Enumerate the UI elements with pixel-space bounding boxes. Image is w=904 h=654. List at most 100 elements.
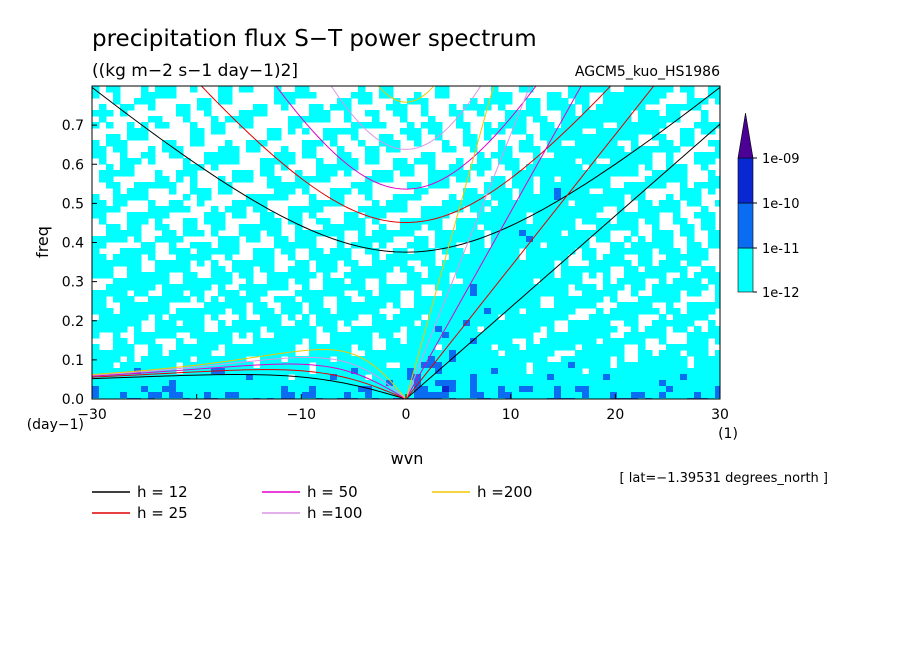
heatmap-cell [330, 386, 338, 393]
heatmap-cell [414, 356, 422, 363]
heatmap-cell [120, 350, 128, 357]
heatmap-cell [218, 98, 226, 105]
heatmap-cell [176, 290, 184, 297]
heatmap-cell [330, 380, 338, 387]
heatmap-cell [414, 128, 422, 135]
heatmap-cell [113, 326, 121, 333]
heatmap-cell [442, 326, 450, 333]
heatmap-cell [162, 212, 170, 219]
heatmap-cell [659, 92, 667, 99]
heatmap-cell [456, 272, 464, 279]
heatmap-cell [470, 392, 478, 399]
heatmap-cell [519, 278, 527, 285]
heatmap-cell [225, 356, 233, 363]
heatmap-cell [169, 320, 177, 327]
heatmap-cell [239, 380, 247, 387]
heatmap-cell [344, 104, 352, 111]
heatmap-cell [652, 356, 660, 363]
heatmap-cell [659, 236, 667, 243]
heatmap-cell [624, 92, 632, 99]
heatmap-cell [554, 308, 562, 315]
heatmap-cell [568, 86, 576, 93]
heatmap-cell [547, 320, 555, 327]
heatmap-cell [281, 272, 289, 279]
heatmap-cell [498, 278, 506, 285]
heatmap-cell [253, 350, 261, 357]
heatmap-cell [330, 260, 338, 267]
heatmap-cell [645, 326, 653, 333]
heatmap-cell [127, 224, 135, 231]
heatmap-cell [687, 374, 695, 381]
heatmap-cell [512, 218, 520, 225]
heatmap-cell [358, 380, 366, 387]
heatmap-cell [449, 146, 457, 153]
heatmap-cell [526, 302, 534, 309]
heatmap-cell [323, 272, 331, 279]
heatmap-cell [330, 278, 338, 285]
heatmap-cell [680, 272, 688, 279]
heatmap-cell [323, 356, 331, 363]
heatmap-cell [365, 236, 373, 243]
heatmap-cell [638, 302, 646, 309]
heatmap-cell [491, 320, 499, 327]
heatmap-cell [624, 122, 632, 129]
rossby-curve [92, 374, 407, 399]
gravity-curve [92, 86, 720, 253]
heatmap-cell [477, 368, 485, 375]
heatmap-cell [134, 134, 142, 141]
heatmap-cell [407, 266, 415, 273]
heatmap-cell [680, 266, 688, 273]
heatmap-cell [253, 200, 261, 207]
heatmap-cell [561, 284, 569, 291]
heatmap-cell [666, 254, 674, 261]
heatmap-cell [386, 284, 394, 291]
heatmap-cell [715, 362, 720, 369]
heatmap-cell [148, 392, 156, 399]
heatmap-cell [337, 248, 345, 255]
heatmap-cell [638, 152, 646, 159]
heatmap-cell [533, 350, 541, 357]
heatmap-cell [92, 326, 100, 333]
heatmap-cell [512, 242, 520, 249]
heatmap-cell [302, 296, 310, 303]
heatmap-cell [274, 152, 282, 159]
heatmap-cell [267, 266, 275, 273]
heatmap-cell [400, 386, 408, 393]
heatmap-cell [603, 392, 611, 399]
heatmap-cell [498, 158, 506, 165]
heatmap-cell [631, 194, 639, 201]
heatmap-cell [246, 260, 254, 267]
heatmap-cell [211, 386, 219, 393]
heatmap-cell [428, 152, 436, 159]
heatmap-cell [414, 236, 422, 243]
heatmap-cell [267, 374, 275, 381]
heatmap-cell [351, 278, 359, 285]
heatmap-cell [442, 92, 450, 99]
heatmap-cell [379, 236, 387, 243]
heatmap-cell [323, 320, 331, 327]
heatmap-cell [512, 362, 520, 369]
heatmap-cell [386, 320, 394, 327]
heatmap-cell [414, 344, 422, 351]
heatmap-cell [631, 338, 639, 345]
heatmap-cell [197, 104, 205, 111]
heatmap-cell [218, 380, 226, 387]
heatmap-cell [295, 302, 303, 309]
heatmap-cell [176, 386, 184, 393]
heatmap-cell [484, 380, 492, 387]
heatmap-cell [470, 380, 478, 387]
heatmap-cell [708, 272, 716, 279]
heatmap-cell [533, 200, 541, 207]
heatmap-cell [246, 350, 254, 357]
heatmap-cell [687, 188, 695, 195]
heatmap-cell [239, 272, 247, 279]
heatmap-cell [106, 356, 114, 363]
heatmap-cell [148, 152, 156, 159]
heatmap-cell [302, 362, 310, 369]
heatmap-cell [379, 212, 387, 219]
heatmap-cell [610, 386, 618, 393]
heatmap-cell [365, 350, 373, 357]
heatmap-cell [92, 356, 100, 363]
heatmap-cell [155, 212, 163, 219]
heatmap-cell [484, 128, 492, 135]
